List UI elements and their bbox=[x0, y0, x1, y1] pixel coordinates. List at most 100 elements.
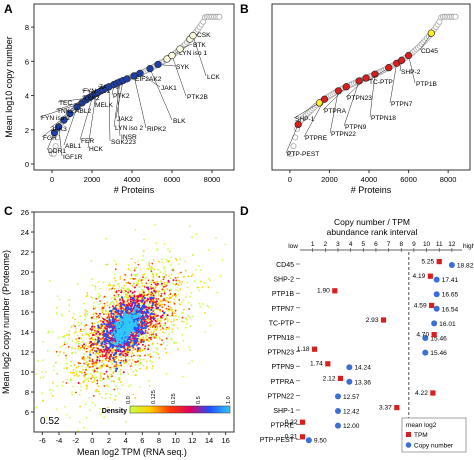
panel-c-density-point bbox=[156, 282, 159, 285]
panel-c-density-point bbox=[119, 373, 122, 376]
panel-c-density-point bbox=[114, 318, 117, 321]
panel-d-row-label: SHP-2 bbox=[273, 277, 294, 284]
panel-d-copy-marker bbox=[422, 335, 429, 341]
panel-d-legend-copy-label: Copy number bbox=[414, 443, 454, 450]
panel-c-density-point bbox=[117, 335, 120, 338]
panel-c-density-point bbox=[192, 254, 195, 257]
panel-c-density-point bbox=[95, 343, 98, 346]
panel-c-density-point bbox=[109, 343, 112, 346]
panel-c-density-point bbox=[98, 359, 101, 362]
panel-c-density-point bbox=[91, 401, 94, 404]
panel-c-density-point bbox=[101, 306, 104, 309]
panel-c-density-point bbox=[55, 312, 58, 315]
panel-c-density-point bbox=[148, 265, 151, 268]
panel-a-xtick-label: 0 bbox=[50, 175, 54, 184]
panel-c-density-point bbox=[129, 282, 131, 285]
panel-c-density-point bbox=[112, 372, 114, 374]
panel-d-tpm-marker bbox=[337, 375, 344, 381]
panel-b-highlight-point bbox=[398, 56, 406, 64]
panel-c-density-point bbox=[189, 325, 192, 328]
panel-c-density-point bbox=[56, 372, 59, 375]
panel-c-density-point bbox=[83, 347, 86, 350]
panel-c-density-point bbox=[162, 278, 165, 281]
panel-c-density-point bbox=[100, 344, 103, 347]
panel-c-density-point bbox=[111, 287, 114, 290]
panel-c-density-point bbox=[123, 311, 126, 314]
panel-c-density-point bbox=[78, 393, 81, 396]
panel-c-ytick-label: 10 bbox=[21, 368, 29, 377]
panel-c-density-point bbox=[147, 346, 150, 349]
panel-c-density-point bbox=[86, 361, 89, 363]
panel-c-density-point bbox=[181, 316, 184, 319]
panel-c-density-point bbox=[95, 361, 98, 364]
panel-a-point-label: CSK bbox=[197, 32, 211, 39]
panel-c-density-point bbox=[173, 294, 176, 296]
panel-b-leader-line bbox=[303, 99, 325, 138]
panel-c-density-point bbox=[107, 360, 110, 363]
panel-c-density-point bbox=[108, 366, 110, 369]
panel-c-density-point bbox=[90, 331, 93, 334]
panel-c-density-point bbox=[95, 364, 98, 366]
panel-c-density-point bbox=[73, 371, 75, 374]
panel-d-copy-marker bbox=[334, 393, 341, 400]
panel-c-density-point bbox=[106, 263, 109, 266]
panel-c-density-point bbox=[152, 294, 155, 297]
panel-c-density-point bbox=[139, 355, 141, 357]
panel-c-density-point bbox=[150, 330, 153, 332]
panel-c-density-point bbox=[175, 283, 178, 285]
panel-c-density-point bbox=[92, 306, 95, 309]
panel-c-density-point bbox=[138, 319, 141, 322]
panel-c-density-point bbox=[166, 326, 169, 329]
panel-a-point-label: ABL2 bbox=[75, 108, 91, 115]
panel-c-ytick-label: 12 bbox=[21, 348, 29, 357]
panel-c-density-point bbox=[92, 394, 95, 397]
panel-c-density-point bbox=[165, 284, 168, 287]
panel-c-density-point bbox=[133, 342, 137, 345]
panel-c-density-point bbox=[103, 416, 106, 419]
panel-c-density-point bbox=[136, 360, 139, 363]
panel-c-density-point bbox=[105, 327, 108, 330]
panel-c-density-point bbox=[153, 308, 156, 311]
panel-c-density-point bbox=[80, 336, 82, 339]
panel-c-density-point bbox=[96, 382, 99, 385]
panel-c-density-point bbox=[83, 426, 85, 429]
panel-d-tpm-marker bbox=[427, 273, 433, 279]
panel-c-density-point bbox=[123, 291, 126, 294]
panel-c-density-point bbox=[148, 290, 150, 293]
panel-a-leader-line bbox=[57, 97, 90, 103]
panel-c-density-point bbox=[106, 392, 109, 395]
panel-c-density-point bbox=[163, 299, 166, 302]
panel-c-density-point bbox=[95, 376, 97, 379]
panel-c-density-point bbox=[109, 302, 112, 304]
panel-a-point-label: HCK bbox=[89, 146, 104, 153]
panel-c-density-point bbox=[109, 397, 111, 399]
panel-c-density-point bbox=[127, 281, 130, 284]
panel-c-density-point bbox=[91, 358, 94, 361]
panel-c-density-point bbox=[96, 379, 99, 382]
panel-c-density-point bbox=[142, 358, 145, 361]
panel-c-density-point bbox=[167, 248, 169, 251]
panel-c-density-point bbox=[173, 324, 175, 327]
panel-b-point-label: SHP-2 bbox=[401, 69, 421, 76]
panel-c-density-point bbox=[109, 361, 112, 364]
panel-c-density-point bbox=[73, 332, 76, 334]
panel-c-density-point bbox=[108, 326, 111, 329]
panel-d-row-label: PTP-PEST bbox=[260, 437, 295, 444]
panel-c-density-point bbox=[98, 333, 101, 336]
panel-c-density-point bbox=[119, 341, 122, 345]
panel-c-density-point bbox=[120, 322, 124, 325]
panel-c-density-point bbox=[131, 344, 134, 347]
panel-c-density-point bbox=[131, 326, 134, 329]
panel-c-density-point bbox=[186, 281, 189, 284]
panel-c-density-point bbox=[153, 290, 156, 293]
panel-c-density-point bbox=[77, 321, 80, 324]
panel-c-density-point bbox=[107, 315, 110, 317]
panel-c-density-point bbox=[155, 328, 158, 331]
panel-c-density-point bbox=[83, 375, 86, 378]
panel-c-density-point bbox=[88, 351, 91, 354]
panel-c-density-point bbox=[165, 351, 168, 354]
panel-c-density-point bbox=[149, 359, 152, 362]
panel-c-density-point bbox=[104, 332, 108, 335]
panel-c-density-point bbox=[146, 322, 149, 324]
